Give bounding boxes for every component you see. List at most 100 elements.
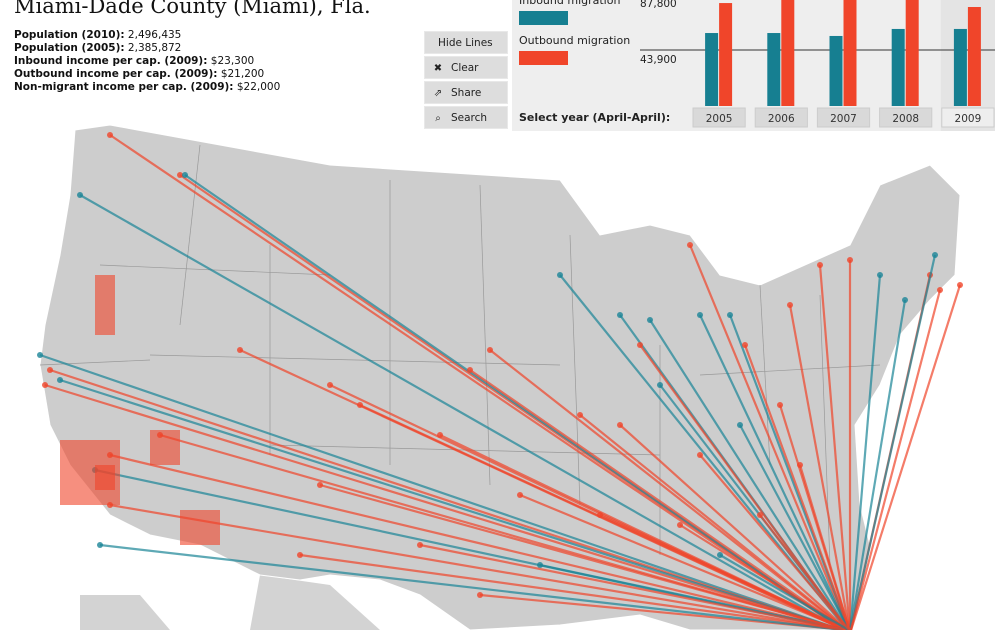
county-fill bbox=[95, 465, 115, 490]
stat-row: Non-migrant income per cap. (2009): $22,… bbox=[14, 81, 280, 94]
flow-line bbox=[850, 284, 962, 630]
flow-line bbox=[59, 378, 843, 630]
flow-line bbox=[849, 299, 907, 630]
flow-line bbox=[719, 554, 850, 630]
legend-label: Outbound migration bbox=[519, 34, 630, 47]
stat-row: Population (2005): 2,385,872 bbox=[14, 42, 280, 55]
stat-row: Inbound income per cap. (2009): $23,300 bbox=[14, 55, 280, 68]
flow-line bbox=[579, 414, 848, 630]
flow-line bbox=[109, 503, 843, 630]
bar bbox=[953, 28, 967, 106]
flow-line bbox=[818, 264, 851, 630]
flow-line bbox=[649, 319, 849, 630]
y-tick-label: 43,900 bbox=[640, 54, 677, 66]
boundary bbox=[99, 264, 331, 276]
stat-row: Outbound income per cap. (2009): $21,200 bbox=[14, 68, 280, 81]
button[interactable]: ✖ Clear bbox=[424, 56, 508, 79]
stat-value: $23,300 bbox=[210, 55, 255, 67]
bar bbox=[967, 7, 981, 106]
stat-row: Population (2010): 2,496,435 bbox=[14, 29, 280, 42]
stat-label: Population (2005): bbox=[14, 42, 125, 54]
boundary bbox=[179, 144, 201, 326]
flow-line bbox=[44, 383, 843, 630]
buttons: Hide Lines ✖ Clear ⇗ Share ⌕ Search bbox=[424, 31, 508, 131]
stats: Population (2010): 2,496,435 Population (… bbox=[14, 29, 280, 94]
map bbox=[37, 125, 963, 630]
stat-value: $22,000 bbox=[236, 81, 281, 93]
county-fill bbox=[95, 275, 115, 335]
mexico bbox=[80, 575, 380, 630]
boundary bbox=[479, 184, 491, 486]
bar bbox=[781, 0, 795, 106]
year-tab[interactable] bbox=[692, 107, 746, 128]
flow-line bbox=[599, 514, 848, 630]
year-selector-label: Select year (April-April): bbox=[519, 111, 670, 124]
bar bbox=[767, 33, 781, 107]
button-icon: ✖ bbox=[433, 63, 443, 74]
flow-line bbox=[469, 369, 847, 630]
stat-value: $21,200 bbox=[220, 68, 265, 80]
flow-line bbox=[743, 344, 850, 630]
button-label: Search bbox=[451, 112, 488, 124]
button[interactable]: ⇗ Share bbox=[424, 81, 508, 104]
flow-line bbox=[699, 314, 850, 630]
button-label: Hide Lines bbox=[438, 37, 493, 49]
x-tick-label: 2005 bbox=[706, 113, 733, 125]
stat-label: Population (2010): bbox=[14, 29, 125, 41]
boundary bbox=[39, 359, 151, 366]
year-tab[interactable] bbox=[754, 107, 808, 128]
flow-line bbox=[109, 453, 843, 630]
bar bbox=[829, 35, 843, 106]
stat-value: 2,496,435 bbox=[127, 29, 182, 41]
button-label: Clear bbox=[451, 62, 479, 74]
county-fill bbox=[180, 510, 220, 545]
bar bbox=[843, 0, 857, 107]
year-chart: Inbound migration Outbound migration 87,80… bbox=[519, 0, 995, 131]
flow-line bbox=[319, 483, 845, 630]
flow-line bbox=[619, 424, 849, 630]
flow-line bbox=[688, 244, 850, 630]
flow-line bbox=[849, 274, 882, 630]
county-fill bbox=[150, 430, 180, 465]
flow-line bbox=[99, 543, 843, 630]
x-tick-label: 2007 bbox=[830, 113, 857, 125]
flow-line bbox=[79, 194, 843, 630]
x-tick-label: 2006 bbox=[768, 113, 795, 125]
flow-line bbox=[39, 353, 843, 630]
flow-line bbox=[849, 254, 937, 630]
button-label: Share bbox=[451, 87, 482, 99]
bar bbox=[891, 28, 905, 106]
flow-line bbox=[184, 174, 844, 630]
button-icon: ⇗ bbox=[433, 88, 443, 99]
stat-label: Outbound income per cap. (2009): bbox=[14, 68, 218, 80]
stat-label: Non-migrant income per cap. (2009): bbox=[14, 81, 234, 93]
boundary bbox=[569, 234, 581, 506]
title: Miami-Dade County (Miami), Fla. bbox=[14, 0, 371, 18]
flow-line bbox=[699, 454, 850, 630]
flow-line bbox=[849, 289, 942, 630]
flow-line bbox=[419, 543, 846, 630]
x-tick-label: 2008 bbox=[892, 113, 919, 125]
legend-swatch bbox=[519, 11, 568, 25]
flow-line bbox=[739, 424, 850, 630]
flow-line bbox=[798, 464, 851, 630]
bar bbox=[719, 3, 733, 107]
flow-line bbox=[519, 493, 848, 630]
bar bbox=[705, 33, 719, 107]
x-tick-label: 2009 bbox=[955, 113, 982, 125]
y-tick-label: 87,800 bbox=[640, 0, 677, 10]
legend-label: Inbound migration bbox=[519, 0, 620, 7]
flow-line bbox=[109, 134, 844, 630]
button-icon: ⌕ bbox=[435, 113, 441, 124]
flow-line bbox=[489, 349, 848, 630]
bar bbox=[905, 0, 919, 107]
year-tab[interactable] bbox=[941, 107, 995, 128]
stat-value: 2,385,872 bbox=[127, 42, 182, 54]
button[interactable]: Hide Lines bbox=[424, 31, 508, 54]
button[interactable]: ⌕ Search bbox=[424, 106, 508, 129]
year-tab[interactable] bbox=[816, 107, 871, 128]
flow-line bbox=[759, 514, 850, 630]
flow-line bbox=[788, 304, 851, 630]
year-tab[interactable] bbox=[879, 107, 933, 128]
